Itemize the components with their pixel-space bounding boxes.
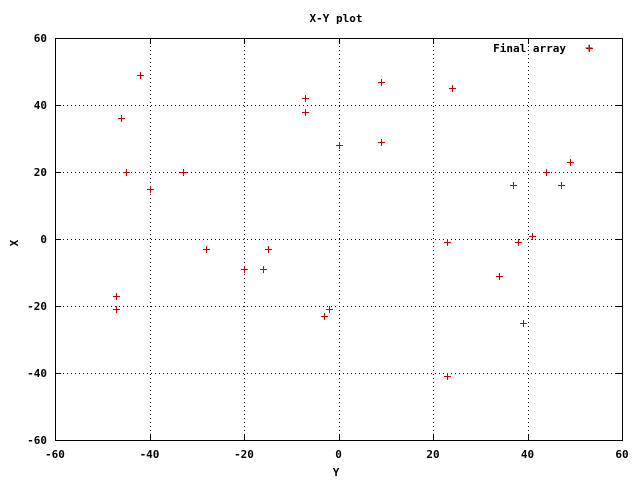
data-point <box>260 266 267 273</box>
data-point <box>326 306 333 313</box>
data-point <box>123 169 130 176</box>
x-tick-label: -60 <box>45 448 65 461</box>
x-tick-label: -40 <box>140 448 160 461</box>
x-axis-label: Y <box>333 466 340 479</box>
data-point <box>302 95 309 102</box>
data-point <box>496 273 503 280</box>
x-tick-label: 0 <box>335 448 342 461</box>
data-point <box>515 239 522 246</box>
y-tick-label: 40 <box>34 99 47 112</box>
data-point <box>586 45 593 52</box>
data-point <box>510 182 517 189</box>
axes <box>55 38 623 441</box>
y-tick-label: 60 <box>34 32 47 45</box>
y-tick-label: 20 <box>34 166 47 179</box>
data-point <box>336 142 343 149</box>
data-point <box>113 306 120 313</box>
data-point <box>180 169 187 176</box>
legend-label: Final array <box>493 42 566 55</box>
x-tick-label: 20 <box>426 448 439 461</box>
chart-title: X-Y plot <box>310 12 363 25</box>
x-tick-label: -20 <box>234 448 254 461</box>
plot-frame <box>55 38 623 441</box>
y-tick-label: -40 <box>27 367 47 380</box>
y-tick-label: 0 <box>40 233 47 246</box>
data-point <box>558 182 565 189</box>
data-point <box>529 233 536 240</box>
tick-labels: -60 -40 -20 0 20 40 60 -60 -40 -20 0 20 40 60 <box>27 32 629 461</box>
grid <box>55 38 622 440</box>
y-axis-label: X <box>8 239 21 246</box>
y-tick-label: -60 <box>27 434 47 447</box>
data-point <box>203 246 210 253</box>
data-point <box>378 79 385 86</box>
data-point <box>567 159 574 166</box>
data-point <box>265 246 272 253</box>
data-point <box>378 139 385 146</box>
data-point <box>147 186 154 193</box>
data-point <box>543 169 550 176</box>
y-tick-label: -20 <box>27 300 47 313</box>
data-point <box>118 115 125 122</box>
data-point <box>444 373 451 380</box>
data-point <box>520 320 527 327</box>
data-point <box>241 266 248 273</box>
data-point <box>449 85 456 92</box>
x-tick-label: 40 <box>521 448 534 461</box>
data-point <box>444 239 451 246</box>
data-point <box>113 293 120 300</box>
data-point <box>137 72 144 79</box>
data-point <box>302 109 309 116</box>
data-points <box>113 45 593 380</box>
x-tick-label: 60 <box>615 448 628 461</box>
data-point <box>321 313 328 320</box>
